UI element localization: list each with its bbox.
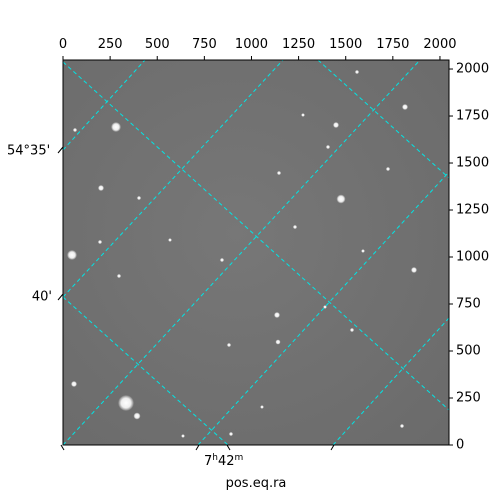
dec-grid-line bbox=[62, 59, 284, 298]
y-tick-label: 500 bbox=[456, 344, 481, 359]
star bbox=[402, 104, 408, 110]
star bbox=[71, 381, 77, 387]
star bbox=[111, 122, 121, 132]
dec-tick-label: 54°35' bbox=[7, 144, 50, 159]
ra-tick bbox=[226, 444, 231, 451]
ra-tick bbox=[330, 444, 335, 451]
y-tick-label: 1250 bbox=[456, 203, 489, 218]
star bbox=[67, 250, 77, 260]
star bbox=[323, 305, 327, 309]
x-tick-label: 1250 bbox=[282, 37, 315, 52]
dec-grid-line bbox=[197, 171, 450, 446]
y-tick-label: 0 bbox=[456, 438, 464, 453]
star bbox=[98, 240, 102, 244]
x-tick-label: 250 bbox=[98, 37, 123, 52]
x-tick-label: 0 bbox=[59, 37, 67, 52]
dec-grid-line bbox=[332, 317, 450, 446]
x-tick-label: 1750 bbox=[376, 37, 409, 52]
dec-grid-line bbox=[62, 59, 421, 446]
dec-tick bbox=[57, 146, 64, 154]
dec-tick-label: 40' bbox=[32, 290, 52, 305]
star bbox=[98, 185, 104, 191]
x-axis-label: pos.eq.ra bbox=[226, 476, 287, 491]
star bbox=[350, 328, 354, 332]
star bbox=[73, 128, 77, 132]
star bbox=[326, 145, 330, 149]
y-tick-label: 2000 bbox=[456, 62, 489, 77]
ra-tick bbox=[195, 444, 200, 451]
ra-hours: 7 bbox=[204, 454, 212, 469]
star bbox=[275, 339, 281, 345]
ra-minutes: 42 bbox=[218, 454, 235, 469]
star bbox=[411, 267, 417, 273]
y-tick-label: 1000 bbox=[456, 250, 489, 265]
star bbox=[293, 225, 297, 229]
y-tick-label: 750 bbox=[456, 297, 481, 312]
ra-grid-line bbox=[62, 296, 229, 446]
y-tick-label: 1750 bbox=[456, 109, 489, 124]
dec-grid-line bbox=[62, 59, 146, 151]
x-tick-label: 2000 bbox=[423, 37, 456, 52]
x-tick-label: 500 bbox=[145, 37, 170, 52]
x-tick-label: 750 bbox=[192, 37, 217, 52]
star bbox=[133, 412, 141, 420]
ra-tick-label: 7h42m bbox=[204, 453, 243, 469]
star bbox=[355, 70, 359, 74]
star bbox=[181, 434, 185, 438]
star bbox=[227, 343, 231, 347]
star bbox=[361, 249, 365, 253]
ra-tick bbox=[60, 444, 65, 451]
star bbox=[301, 113, 305, 117]
ra-hours-unit: h bbox=[212, 453, 218, 463]
star bbox=[400, 424, 404, 428]
star bbox=[260, 405, 264, 409]
sky-image bbox=[63, 60, 449, 445]
star bbox=[137, 196, 141, 200]
star bbox=[229, 432, 233, 436]
star bbox=[333, 122, 339, 128]
star bbox=[274, 312, 280, 318]
x-tick-label: 1500 bbox=[329, 37, 362, 52]
star bbox=[277, 171, 281, 175]
ra-grid-line bbox=[317, 59, 450, 179]
ra-grid-line bbox=[62, 61, 450, 411]
wcs-ticks bbox=[57, 146, 335, 451]
ra-minutes-unit: m bbox=[235, 453, 244, 463]
stars bbox=[67, 70, 417, 438]
star bbox=[117, 274, 121, 278]
star bbox=[386, 167, 390, 171]
y-tick-label: 1500 bbox=[456, 156, 489, 171]
plot-frame bbox=[62, 59, 450, 446]
y-tick-label: 250 bbox=[456, 391, 481, 406]
coordinate-grid bbox=[62, 59, 450, 446]
star bbox=[336, 194, 346, 204]
star bbox=[168, 238, 172, 242]
x-tick-label: 1000 bbox=[235, 37, 268, 52]
dec-tick bbox=[57, 293, 64, 301]
star bbox=[220, 258, 224, 262]
star bbox=[118, 395, 134, 411]
